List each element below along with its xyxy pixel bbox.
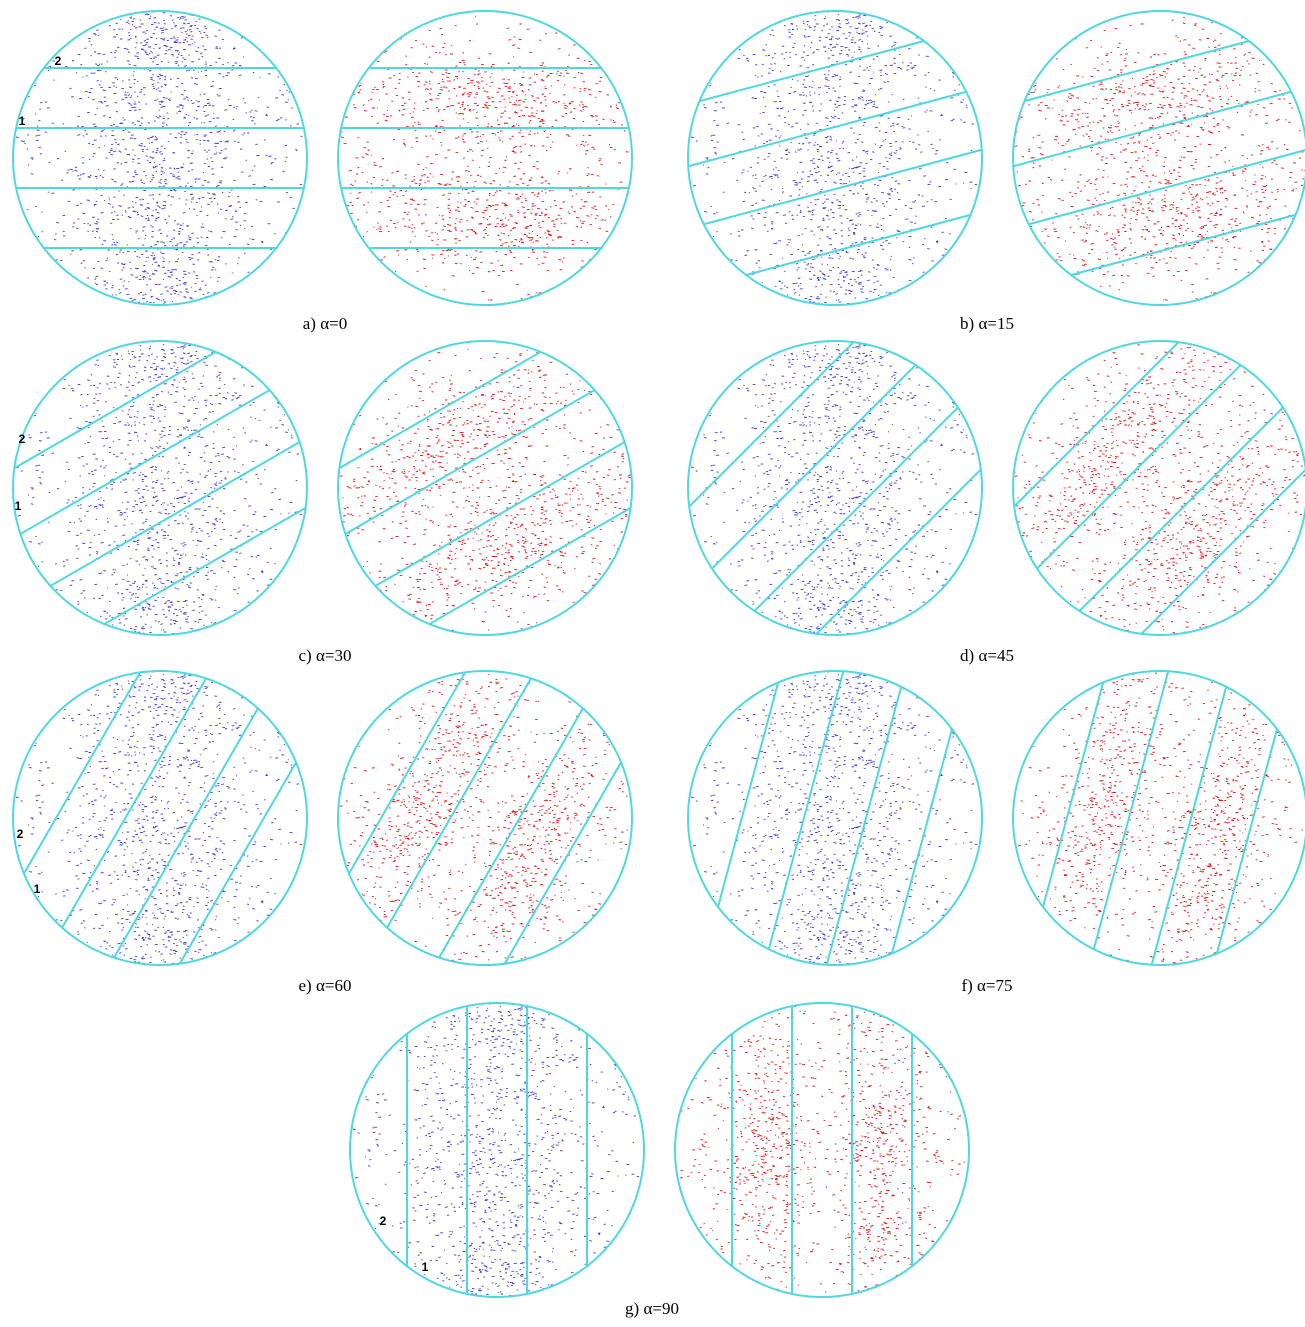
joint-label: 1 [34,882,41,896]
joint-line [754,407,958,611]
blue-speckle [691,12,977,304]
red-speckle [1015,17,1305,300]
joint-label: 2 [19,432,26,446]
joint-line [14,352,215,468]
joint-line [1071,215,1296,275]
joint-line [1014,342,1178,506]
joint-line [712,365,916,569]
blue-speckle [691,342,977,634]
joint-line [62,678,206,927]
joint-line [699,41,924,101]
blue-speckle [691,672,977,964]
joint-line [816,469,980,633]
figure: a) α=0 2 1 b) α=15 c) α=30 2 1 d) α=45 e) α=60 2 1… [0,0,1305,1327]
joint-line [439,708,583,957]
red-speckle [340,675,628,961]
red-speckle [680,1007,965,1293]
blue-speckle [16,672,302,964]
joint-line [345,390,594,534]
joint-label: 1 [422,1260,429,1274]
joint-line [704,150,982,224]
specimen-outline [350,1003,644,1297]
red-speckle [1018,673,1303,963]
joint-label: 2 [17,827,24,841]
joint-label: 1 [15,499,22,513]
joint-line [1043,682,1103,907]
joint-label: 1 [19,114,26,128]
red-speckle [1014,345,1305,633]
joint-line [1037,365,1241,569]
joint-line [1029,150,1305,224]
joint-label: 2 [380,1214,387,1228]
joint-line [688,92,966,166]
joint-line [104,508,305,624]
joint-label: 2 [55,54,62,68]
joint-line [387,678,531,927]
panel-caption: e) α=60 [299,976,352,995]
specimen-outline [675,1003,969,1297]
panel-caption: b) α=15 [960,314,1014,333]
joint-line [1013,92,1291,166]
joint-line [505,762,621,963]
panel-caption: d) α=45 [960,646,1014,665]
joint-line [375,442,624,586]
red-speckle [341,16,630,300]
joint-line [718,682,778,907]
specimen-outline [1013,671,1305,965]
joint-line [827,687,901,965]
joint-line [429,508,630,624]
panel-caption: f) α=75 [961,976,1012,995]
red-speckle [339,349,633,630]
joint-line [892,729,952,954]
panel-caption: a) α=0 [303,314,347,333]
specimen-outline [688,11,982,305]
joint-line [114,708,258,957]
joint-line [180,762,296,963]
specimen-outline [338,11,632,305]
joint-line [1024,41,1249,101]
specimen-outline [688,341,982,635]
joint-line [1141,469,1305,633]
specimen-outline [688,671,982,965]
panel-caption: c) α=30 [299,646,352,665]
blue-speckle [353,1004,639,1296]
panel-caption: g) α=90 [625,1299,679,1318]
joint-line [1094,671,1168,949]
joint-line [20,390,269,534]
joint-line [339,352,540,468]
